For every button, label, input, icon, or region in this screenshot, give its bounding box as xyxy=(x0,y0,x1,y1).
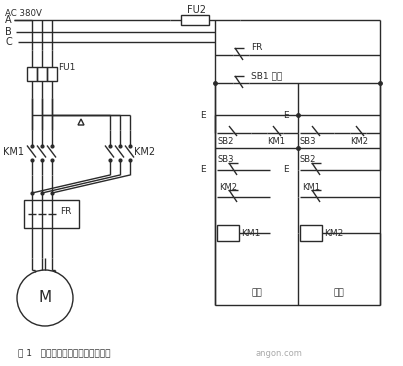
Text: SB2: SB2 xyxy=(300,156,316,164)
Text: C: C xyxy=(5,37,12,47)
Text: FR: FR xyxy=(60,208,71,217)
Text: E: E xyxy=(283,165,289,175)
Text: angon.com: angon.com xyxy=(255,348,302,358)
Text: B: B xyxy=(5,27,12,37)
Text: E: E xyxy=(200,165,206,175)
Text: KM2: KM2 xyxy=(219,183,237,191)
Text: SB3: SB3 xyxy=(217,156,233,164)
Text: AC 380V: AC 380V xyxy=(5,8,42,18)
Text: SB2: SB2 xyxy=(217,138,233,146)
Text: E: E xyxy=(200,111,206,120)
Text: KM2: KM2 xyxy=(350,138,368,146)
Text: SB1 停车: SB1 停车 xyxy=(251,71,282,81)
Text: E: E xyxy=(283,111,289,120)
Text: SB3: SB3 xyxy=(300,138,316,146)
Bar xyxy=(217,225,239,241)
Bar xyxy=(37,67,47,81)
Text: KM1: KM1 xyxy=(267,138,285,146)
Bar xyxy=(181,15,209,25)
Text: 正转: 正转 xyxy=(251,288,262,298)
Bar xyxy=(27,67,37,81)
Bar xyxy=(47,67,57,81)
Text: KM2: KM2 xyxy=(324,228,343,238)
Bar xyxy=(300,225,322,241)
Text: 反转: 反转 xyxy=(334,288,345,298)
Text: M: M xyxy=(38,291,52,306)
Text: KM1: KM1 xyxy=(241,228,260,238)
Text: A: A xyxy=(5,15,12,25)
Text: 图 1   异步电动机正反转控制电路图: 图 1 异步电动机正反转控制电路图 xyxy=(18,348,110,358)
Text: KM1: KM1 xyxy=(302,183,320,191)
Text: FU1: FU1 xyxy=(58,63,75,72)
Text: KM2: KM2 xyxy=(134,147,155,157)
Text: FU2: FU2 xyxy=(187,5,206,15)
Text: KM1: KM1 xyxy=(3,147,24,157)
Bar xyxy=(24,200,79,228)
Text: FR: FR xyxy=(251,44,262,52)
